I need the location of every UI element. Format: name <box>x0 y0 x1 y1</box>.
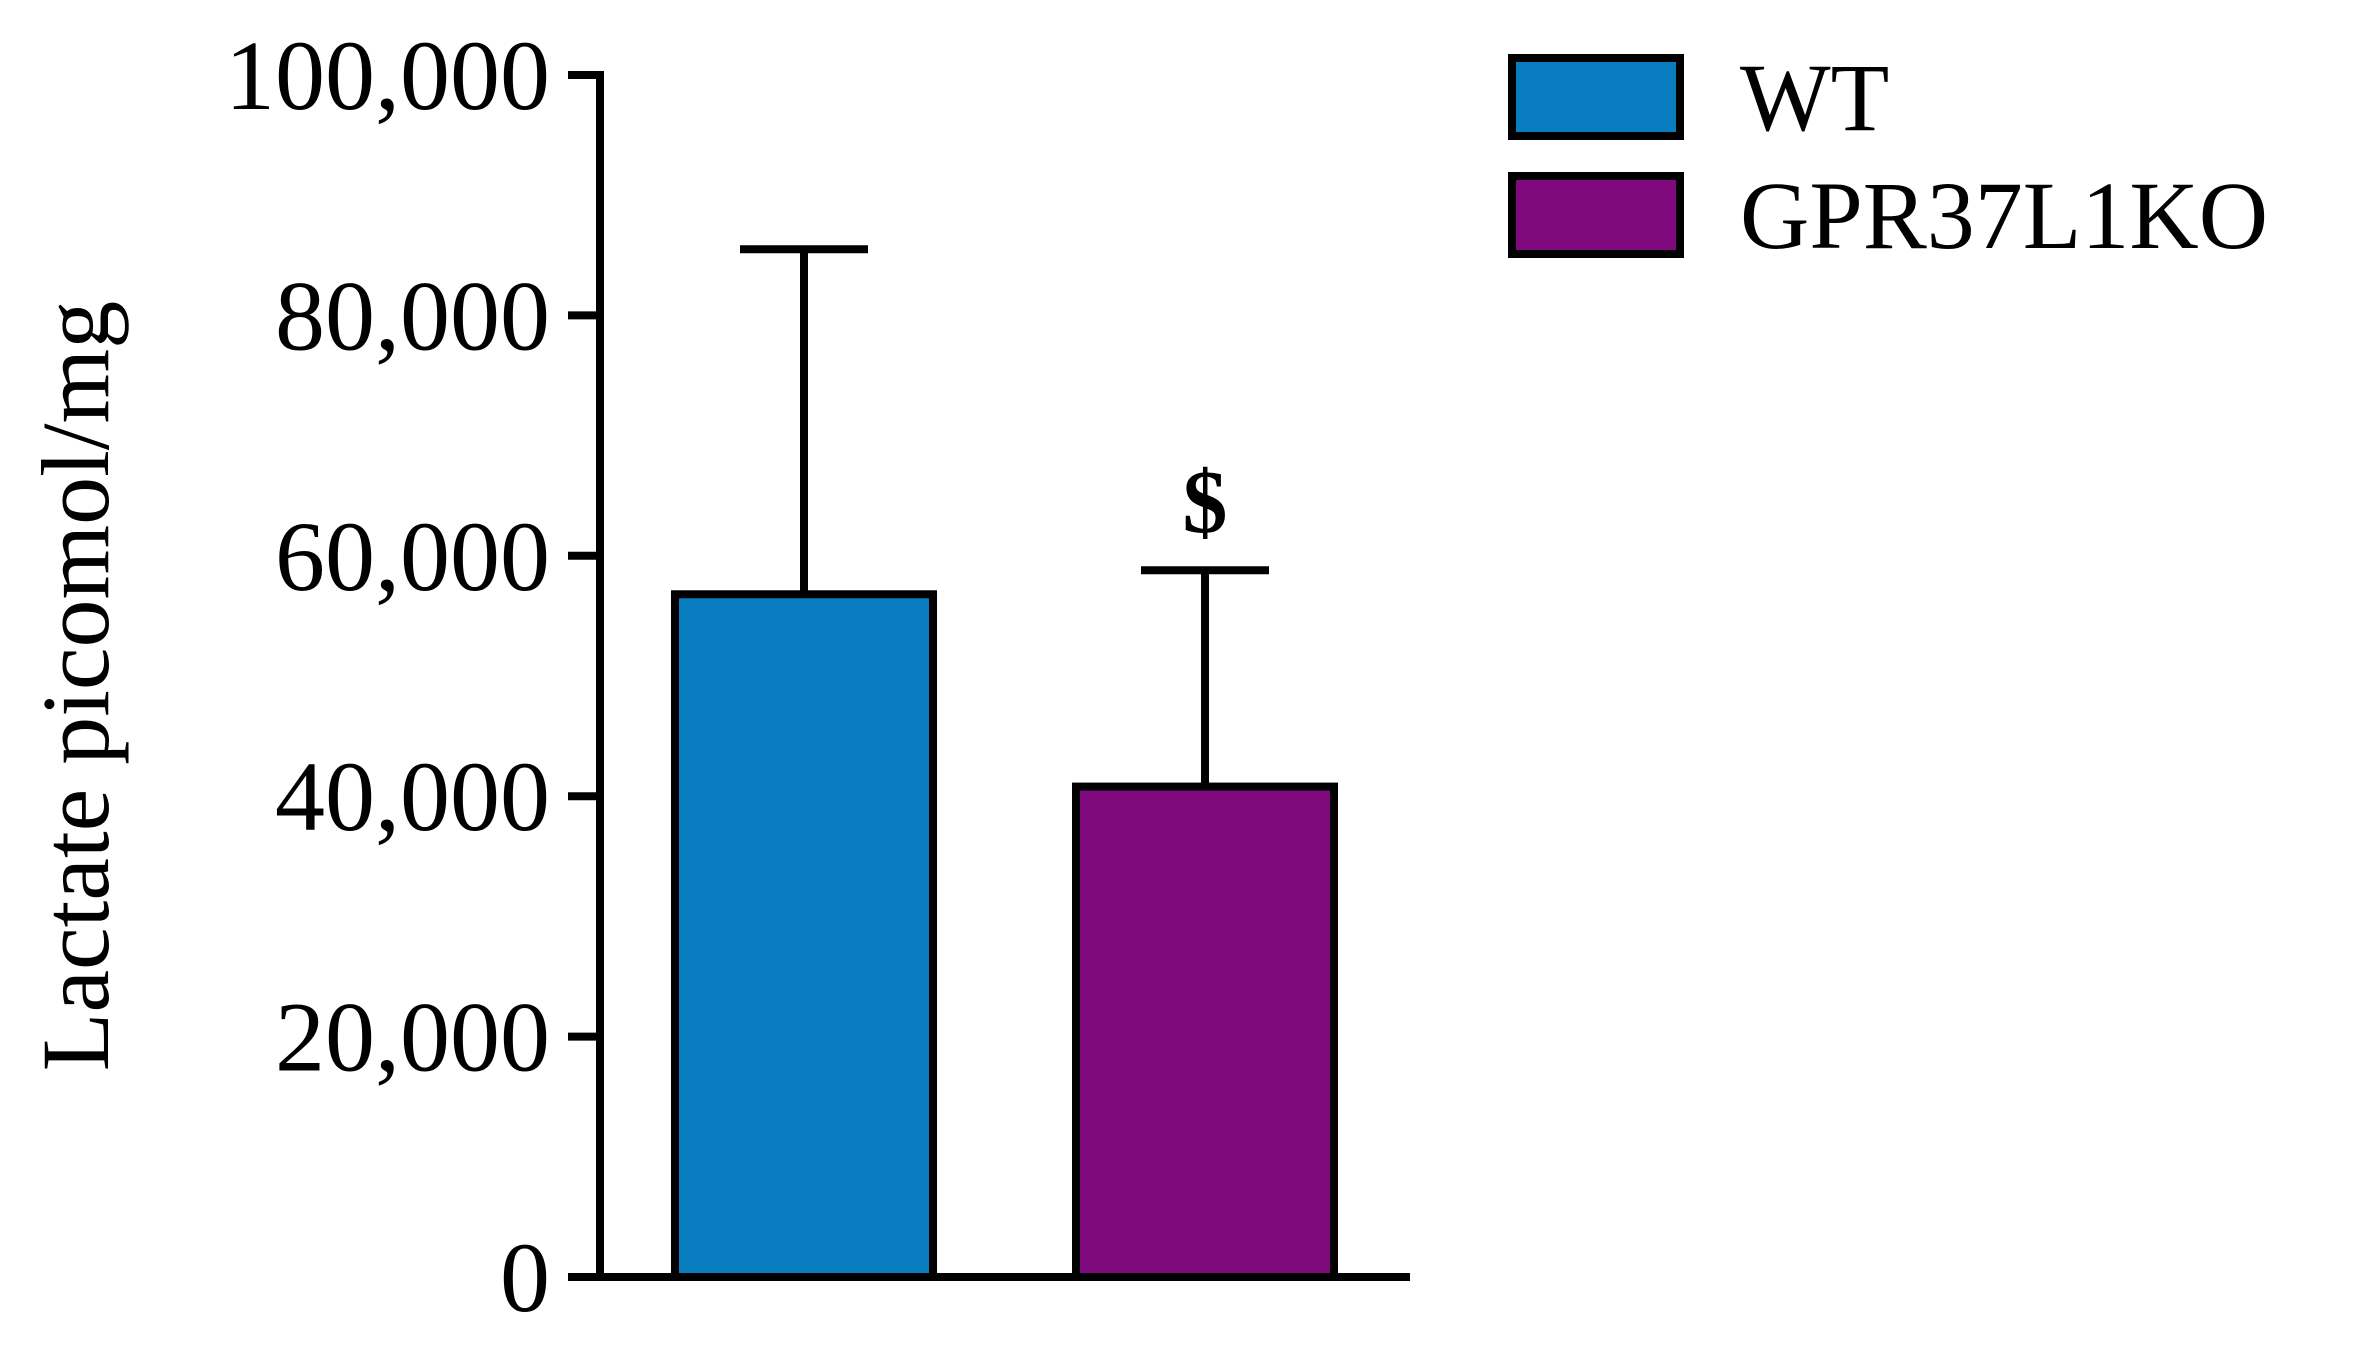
y-tick-label: 60,000 <box>275 501 550 612</box>
legend-swatch-wt <box>1508 54 1684 140</box>
y-axis-ticks: 0 20,000 40,000 60,000 80,000 100,000 <box>225 20 600 1333</box>
legend-swatch-gpr37l1ko <box>1508 172 1684 258</box>
significance-annotation: $ <box>1183 453 1228 552</box>
bar-wt <box>671 590 937 1281</box>
legend-label-wt: WT <box>1740 44 1889 151</box>
y-tick-label: 40,000 <box>275 741 550 852</box>
y-tick-label: 20,000 <box>275 982 550 1093</box>
y-axis-title: Lactate picomol/mg <box>22 301 129 1071</box>
y-tick-label: 0 <box>500 1222 550 1333</box>
axes <box>568 71 1410 1281</box>
y-tick-label: 100,000 <box>225 20 550 131</box>
bars: $ <box>671 245 1338 1281</box>
legend: WT GPR37L1KO <box>1508 44 2268 269</box>
y-tick-label: 80,000 <box>275 260 550 371</box>
bar-gpr37l1ko <box>1072 782 1338 1281</box>
legend-label-gpr37l1ko: GPR37L1KO <box>1740 162 2268 269</box>
